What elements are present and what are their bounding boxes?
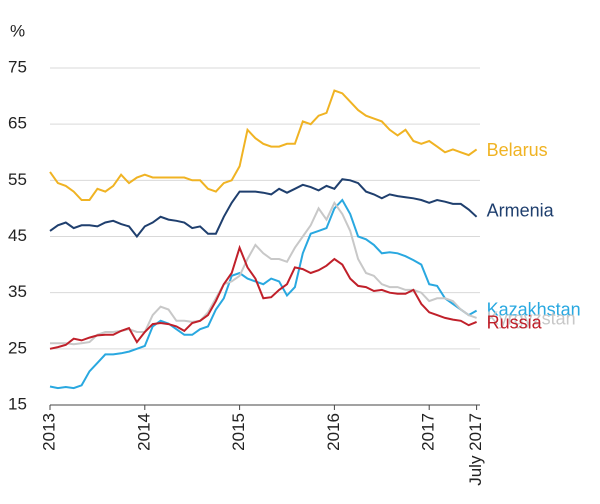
x-tick-label: 2014 (134, 413, 153, 451)
series-label: Russia (487, 313, 543, 333)
x-tick-label: 2017 (419, 413, 438, 451)
series-line (49, 89, 478, 201)
y-tick-label: 15 (8, 394, 27, 413)
series-line (49, 178, 478, 239)
y-axis-label: % (10, 21, 25, 40)
y-tick-label: 55 (8, 170, 27, 189)
y-tick-label: 65 (8, 114, 27, 133)
series-line (49, 244, 477, 350)
y-tick-label: 35 (8, 282, 27, 301)
y-tick-label: 25 (8, 338, 27, 357)
series-label: Kyrgyzstan (487, 309, 576, 329)
x-tick-label: 2015 (229, 413, 248, 451)
series-label: Kazakhstan (487, 299, 581, 319)
y-tick-label: 75 (8, 57, 27, 76)
series-line (50, 200, 477, 346)
series-label: Belarus (487, 140, 548, 160)
x-tick-label: July 2017 (466, 413, 485, 486)
x-tick-label: 2016 (324, 413, 343, 451)
series-line (49, 198, 478, 390)
series-label: Armenia (487, 201, 555, 221)
x-tick-label: 2013 (39, 413, 58, 451)
y-tick-label: 45 (8, 226, 27, 245)
